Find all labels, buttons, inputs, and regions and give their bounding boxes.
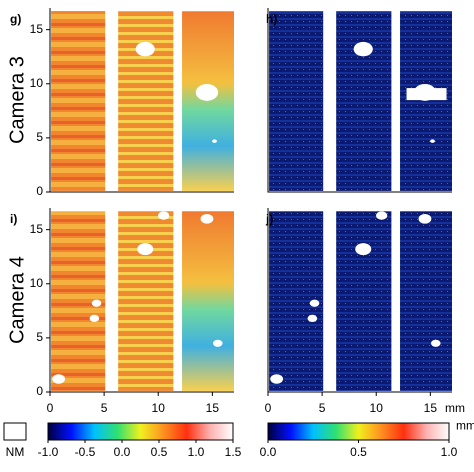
hole	[135, 41, 155, 57]
x-tick-label: 10	[370, 401, 384, 415]
row-label: Camera 4	[6, 256, 28, 344]
strip	[182, 211, 234, 391]
strip	[182, 11, 234, 191]
strip	[400, 211, 452, 391]
hole	[430, 339, 441, 347]
colorbar-tick-label: 1.5	[225, 445, 242, 459]
colorbar-tick-label: 0.5	[350, 445, 367, 459]
hole	[89, 314, 100, 322]
hole	[91, 299, 102, 307]
colorbar-tick-label: 0.5	[151, 445, 168, 459]
hole	[376, 211, 388, 220]
x-tick-label: 5	[319, 401, 326, 415]
y-tick-label: 15	[30, 22, 44, 36]
x-tick-label: 15	[424, 401, 438, 415]
hole	[137, 243, 154, 256]
strip	[269, 11, 324, 191]
colorbar-tick-label: 0.0	[114, 445, 131, 459]
hole	[309, 299, 320, 307]
strip	[336, 11, 392, 191]
hole	[430, 139, 435, 143]
colorbar-tick-label: -1.0	[38, 445, 59, 459]
y-tick-label: 15	[30, 222, 44, 236]
strip	[51, 11, 106, 191]
x-tick-label: 5	[101, 401, 108, 415]
strip	[118, 211, 174, 391]
row-label: Camera 3	[6, 56, 28, 144]
colorbar	[267, 422, 450, 441]
colorbar-tick-label: 0.0	[260, 445, 277, 459]
hole	[353, 41, 373, 57]
colorbar	[47, 422, 234, 441]
hole	[158, 211, 170, 220]
y-tick-label: 5	[36, 330, 43, 344]
y-tick-label: 10	[30, 76, 44, 90]
x-tick-label: 0	[265, 401, 272, 415]
hole	[200, 214, 214, 224]
hole	[212, 139, 217, 143]
colorbar-tick-label: 1.0	[188, 445, 205, 459]
axis-line	[267, 8, 452, 193]
strip	[400, 11, 452, 191]
x-tick-label: 0	[47, 401, 54, 415]
colorbar-tick-label: -0.5	[75, 445, 96, 459]
hole	[195, 84, 219, 101]
panel-label: j)	[265, 212, 273, 226]
nm-swatch	[3, 422, 27, 441]
hole	[52, 374, 66, 384]
hole	[418, 214, 432, 224]
y-tick-label: 0	[36, 384, 43, 398]
strip	[336, 211, 392, 391]
panel-label: i)	[10, 212, 17, 226]
x-tick-label: 10	[152, 401, 166, 415]
y-tick-label: 0	[36, 184, 43, 198]
hole	[270, 374, 284, 384]
hole	[307, 314, 318, 322]
nm-label: NM	[6, 445, 25, 459]
y-tick-label: 5	[36, 130, 43, 144]
colorbar-tick-label: 1.0	[441, 445, 458, 459]
colorbar-unit: mm	[456, 419, 474, 433]
panel-label: g)	[10, 12, 21, 26]
strip	[118, 11, 174, 191]
x-tick-label: 15	[206, 401, 220, 415]
x-axis-label: mm	[445, 401, 465, 415]
hole	[212, 339, 223, 347]
hole	[355, 243, 372, 256]
hole	[406, 88, 447, 101]
y-tick-label: 10	[30, 276, 44, 290]
panel-label: h)	[266, 12, 277, 26]
